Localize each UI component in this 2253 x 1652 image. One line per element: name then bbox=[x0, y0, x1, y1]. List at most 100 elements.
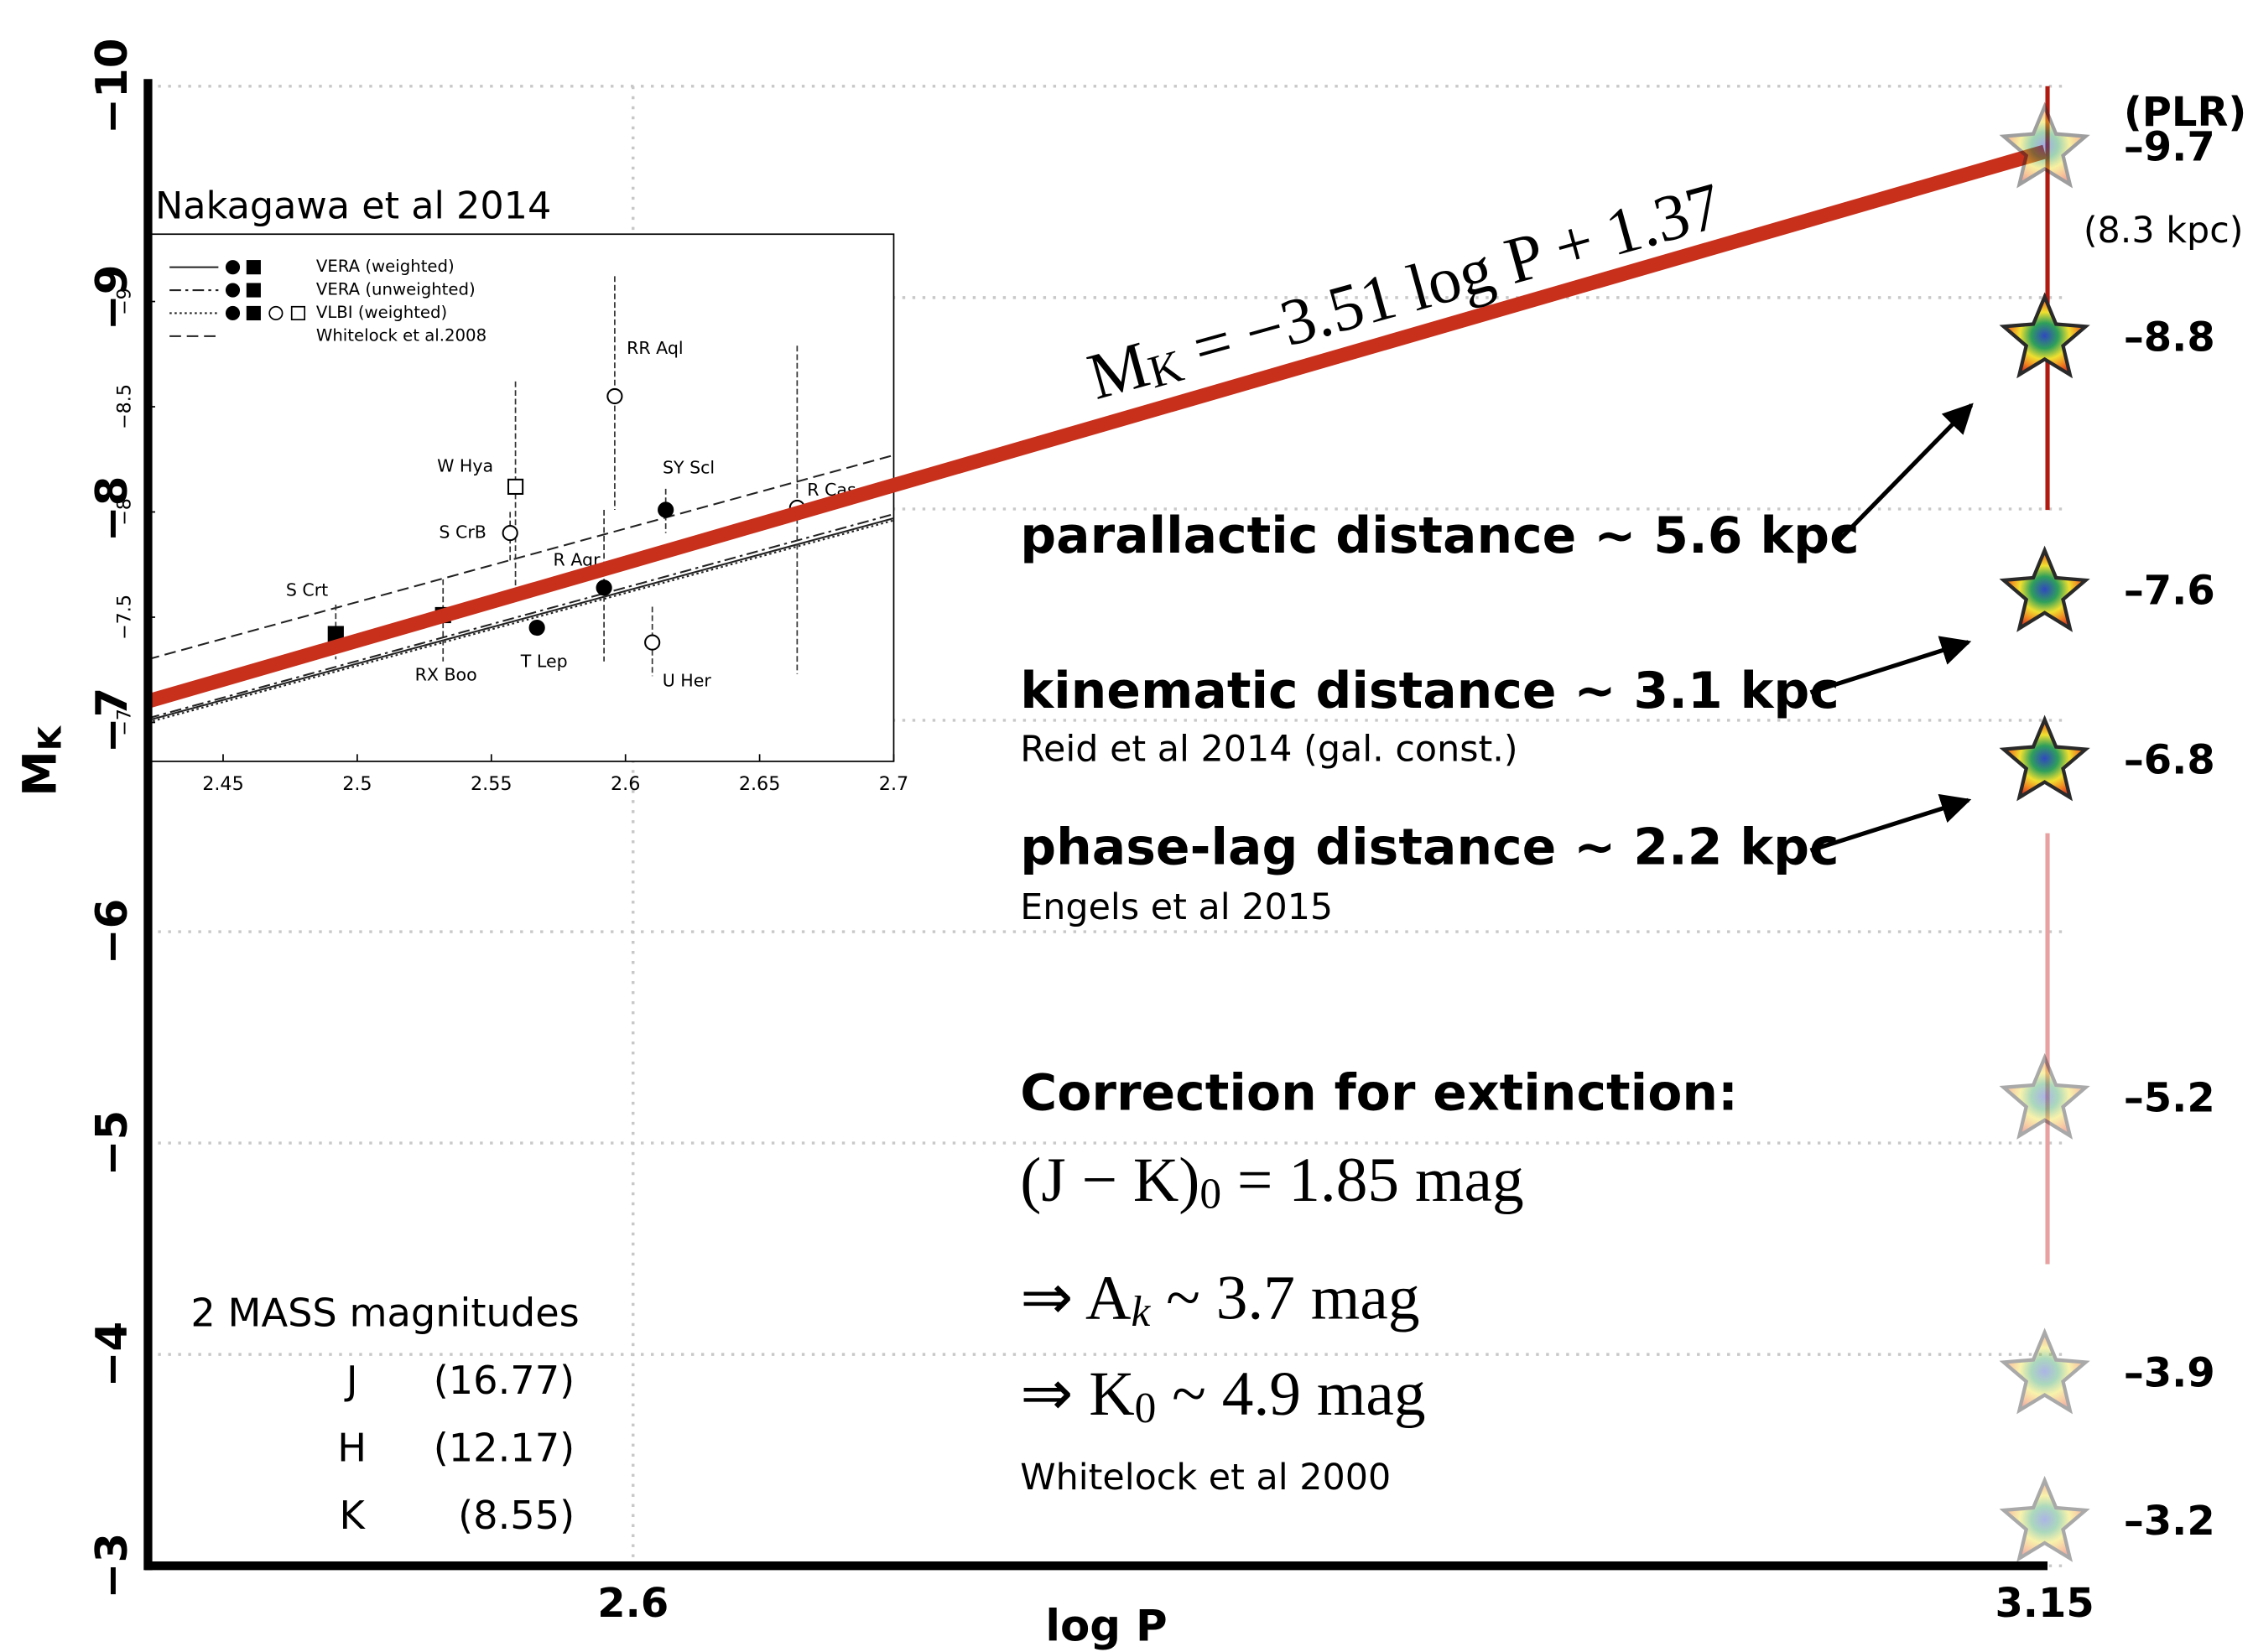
inset-fit-line bbox=[148, 454, 894, 661]
point-label: RX Boo bbox=[415, 664, 477, 684]
point-label: RR Aql bbox=[627, 338, 684, 358]
y-tick-label: −4 bbox=[87, 1322, 138, 1388]
legend-symbols bbox=[225, 260, 306, 321]
data-point bbox=[507, 478, 524, 495]
formula: ⇒ Ak ~ 3.7 mag bbox=[1020, 1264, 1419, 1336]
data-point bbox=[502, 525, 518, 542]
table-magnitude: (16.77) bbox=[434, 1358, 575, 1403]
inset-title: Nakagawa et al 2014 bbox=[155, 184, 551, 227]
formula-part: 0 bbox=[1199, 1170, 1221, 1218]
formula-part: ~ 4.9 mag bbox=[1156, 1360, 1425, 1430]
star-marker bbox=[1999, 292, 2090, 379]
inset-frame bbox=[147, 233, 895, 762]
y-axis-label-main: M bbox=[13, 751, 67, 797]
star-marker bbox=[1999, 1327, 2090, 1415]
regression-line bbox=[146, 144, 2047, 709]
data-point bbox=[606, 387, 623, 405]
formula-part: ~ 3.7 mag bbox=[1150, 1264, 1419, 1333]
star-value-label: –3.2 bbox=[2124, 1498, 2215, 1545]
inset-y-tick-label: −7 bbox=[114, 709, 136, 736]
y-tick-label: −9 bbox=[87, 264, 138, 330]
star-value-label: –7.6 bbox=[2124, 568, 2215, 615]
equation: MK = −3.51 log P + 1.37 bbox=[1080, 169, 1729, 414]
inset-x-tick-label: 2.6 bbox=[611, 773, 640, 795]
formula-part: k bbox=[1131, 1288, 1151, 1336]
data-point bbox=[658, 501, 674, 518]
inset-x-tick-label: 2.45 bbox=[202, 773, 244, 795]
legend-label: VERA (weighted) bbox=[316, 257, 455, 276]
arrow bbox=[1809, 793, 1972, 853]
y-tick-label: −3 bbox=[87, 1533, 138, 1599]
star-marker bbox=[1999, 1052, 2090, 1140]
star-marker bbox=[1999, 101, 2090, 189]
table-magnitude: (12.17) bbox=[434, 1426, 575, 1471]
formula: ⇒ K0 ~ 4.9 mag bbox=[1020, 1360, 1425, 1432]
x-tick-label: 2.6 bbox=[597, 1580, 669, 1627]
inset-x-tick-label: 2.5 bbox=[342, 773, 372, 795]
star-value-label: –3.9 bbox=[2124, 1349, 2215, 1396]
inset-x-tick-label: 2.7 bbox=[879, 773, 908, 795]
inset-chart: Nakagawa et al 2014 2.45 2.5 2.55 2.6 2.65 2.… bbox=[114, 184, 909, 794]
inset-y-tick-label: −8.5 bbox=[114, 384, 136, 429]
plr-distance: (8.3 kpc) bbox=[2084, 210, 2244, 252]
annotation: phase-lag distance ~ 2.2 kpc bbox=[1020, 818, 1839, 877]
y-axis-label-sub: K bbox=[31, 725, 68, 751]
y-tick-label: −8 bbox=[87, 476, 138, 543]
y-axis-label: MK bbox=[13, 725, 69, 797]
y-tick-label: −6 bbox=[87, 899, 138, 965]
table-band: J bbox=[344, 1358, 358, 1403]
x-axis-label: log P bbox=[1045, 1602, 1167, 1652]
y-tick-label: −10 bbox=[87, 39, 138, 135]
star-marker bbox=[1999, 1475, 2090, 1562]
formula-part: (J − K) bbox=[1020, 1145, 1199, 1215]
legend-label: VLBI (weighted) bbox=[316, 303, 447, 322]
star-value-label: –5.2 bbox=[2124, 1075, 2215, 1122]
inset-y-tick-label: −9 bbox=[114, 288, 136, 315]
annotation: Reid et al 2014 (gal. const.) bbox=[1020, 728, 1517, 770]
main-plot bbox=[143, 79, 2090, 1571]
annotation: Correction for extinction: bbox=[1020, 1064, 1738, 1123]
annotation: Whitelock et al 2000 bbox=[1020, 1457, 1391, 1499]
y-tick-label: −5 bbox=[87, 1110, 138, 1177]
inset-fit-line bbox=[148, 519, 894, 724]
x-tick-label: 3.15 bbox=[1995, 1580, 2094, 1627]
table-band: H bbox=[337, 1426, 367, 1471]
table-magnitude: (8.55) bbox=[458, 1493, 575, 1538]
star-value-label: –9.7 bbox=[2124, 123, 2215, 170]
point-label: U Her bbox=[663, 670, 712, 690]
legend-label: Whitelock et al.2008 bbox=[316, 325, 487, 345]
formula-part: 0 bbox=[1135, 1384, 1157, 1432]
y-tick-label: −7 bbox=[87, 688, 138, 754]
formula-part: ⇒ K bbox=[1020, 1360, 1134, 1430]
inset-fit-line bbox=[148, 513, 894, 720]
star-value-label: –8.8 bbox=[2124, 314, 2215, 361]
inset-fit-line bbox=[148, 517, 894, 721]
arrow bbox=[1809, 636, 1972, 695]
data-point bbox=[596, 579, 612, 596]
equation-part: M bbox=[1080, 328, 1157, 414]
plr-label: (PLR) bbox=[2124, 89, 2246, 136]
formula: (J − K)0 = 1.85 mag bbox=[1020, 1145, 1523, 1218]
annotation: parallactic distance ~ 5.6 kpc bbox=[1020, 507, 1859, 565]
data-point bbox=[644, 634, 661, 651]
legend-label: VERA (unweighted) bbox=[316, 280, 476, 299]
star-value-label: –6.8 bbox=[2124, 736, 2215, 783]
data-point bbox=[528, 619, 545, 636]
inset-y-tick-label: −8 bbox=[114, 498, 136, 526]
point-label: S Crt bbox=[286, 580, 328, 600]
arrow bbox=[1834, 403, 1974, 545]
annotation: kinematic distance ~ 3.1 kpc bbox=[1020, 662, 1839, 720]
annotation: Engels et al 2015 bbox=[1020, 886, 1333, 928]
inset-x-tick-label: 2.55 bbox=[471, 773, 513, 795]
formula-part: ⇒ A bbox=[1020, 1264, 1131, 1333]
inset-y-tick-label: −7.5 bbox=[114, 595, 136, 640]
point-label: S CrB bbox=[439, 522, 486, 543]
point-label: W Hya bbox=[437, 455, 493, 475]
table-band: K bbox=[340, 1493, 367, 1538]
table-title: 2 MASS magnitudes bbox=[190, 1291, 579, 1336]
grid: −10 −9 −8 −7 −6 −5 −4 −3 bbox=[87, 39, 2069, 1599]
star-marker bbox=[1999, 714, 2090, 802]
equation-part: = −3.51 log P + 1.37 bbox=[1169, 169, 1730, 390]
